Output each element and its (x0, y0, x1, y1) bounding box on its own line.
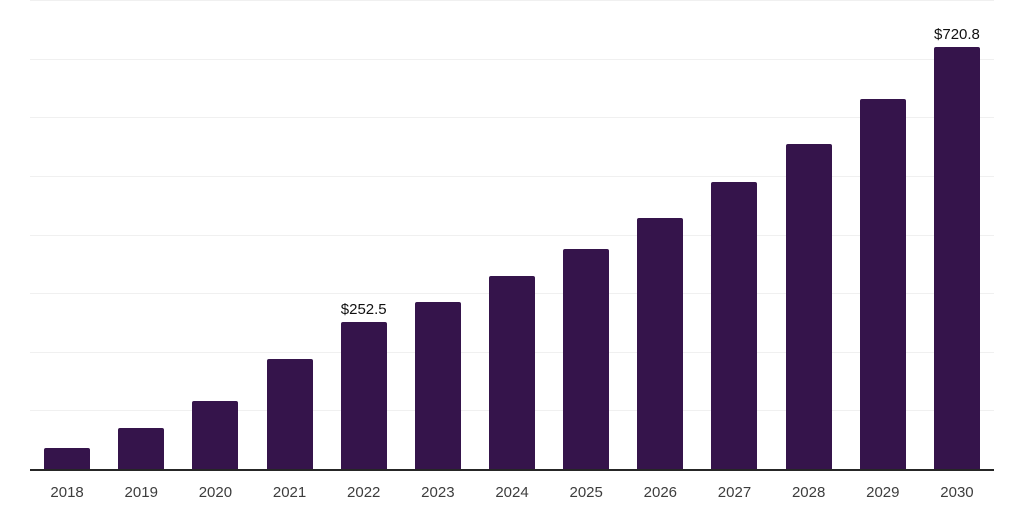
bar-slot-2025 (549, 1, 623, 470)
gridline-500 (30, 175, 994, 177)
x-axis-labels: 2018 2019 2020 2021 2022 2023 2024 2025 2026 2027… (30, 485, 994, 501)
gridline-600 (30, 117, 994, 119)
bar-2021 (266, 359, 313, 470)
bar-slot-2027 (697, 1, 771, 470)
bar-2022 (340, 321, 387, 470)
bar-slot-2028 (772, 1, 846, 470)
bar-2025 (563, 249, 610, 470)
bar-slot-2029 (846, 1, 920, 470)
bar-slot-2026 (623, 1, 697, 470)
bar-slot-2030: $720.8 (920, 1, 994, 470)
x-tick-2024: 2024 (495, 484, 529, 501)
x-tick-2029: 2029 (866, 484, 900, 501)
bar-2020 (192, 400, 239, 470)
x-tick-2018: 2018 (50, 484, 84, 501)
bar-2024 (489, 275, 536, 470)
data-label-2022: $252.5 (340, 300, 387, 318)
x-tick-2023: 2023 (421, 484, 455, 501)
bar-2026 (637, 218, 684, 470)
bar-2028 (785, 143, 832, 470)
bar-2018 (44, 448, 91, 470)
x-tick-2027: 2027 (717, 484, 752, 501)
bar-slot-2020 (178, 1, 252, 470)
bar-2023 (414, 301, 461, 470)
x-tick-2022: 2022 (347, 484, 381, 501)
x-tick-2021: 2021 (272, 484, 307, 501)
bar-2027 (711, 181, 758, 470)
x-tick-2028: 2028 (791, 484, 826, 501)
bar-slot-2021 (252, 1, 326, 470)
bar-slot-2024 (475, 1, 549, 470)
x-tick-2026: 2026 (643, 484, 678, 501)
bar-slots: $252.5 $720.8 (30, 1, 994, 470)
plot-area: $252.5 $720.8 (30, 0, 994, 470)
bar-slot-2018 (30, 1, 104, 470)
x-tick-2025: 2025 (569, 484, 603, 501)
data-label-2030: $720.8 (934, 26, 980, 44)
x-tick-2019: 2019 (124, 484, 158, 501)
bar-2029 (859, 98, 906, 470)
x-axis-line (30, 469, 994, 471)
gridline-400 (30, 234, 994, 236)
bar-slot-2019 (104, 1, 178, 470)
bar-slot-2023 (401, 1, 475, 470)
x-tick-2020: 2020 (198, 484, 233, 501)
gridline-700 (30, 58, 994, 60)
bar-slot-2022: $252.5 (327, 1, 401, 470)
x-tick-2030: 2030 (940, 484, 974, 501)
bar-2019 (118, 428, 165, 470)
gridline-800 (30, 0, 994, 1)
bar-2030 (933, 47, 980, 470)
